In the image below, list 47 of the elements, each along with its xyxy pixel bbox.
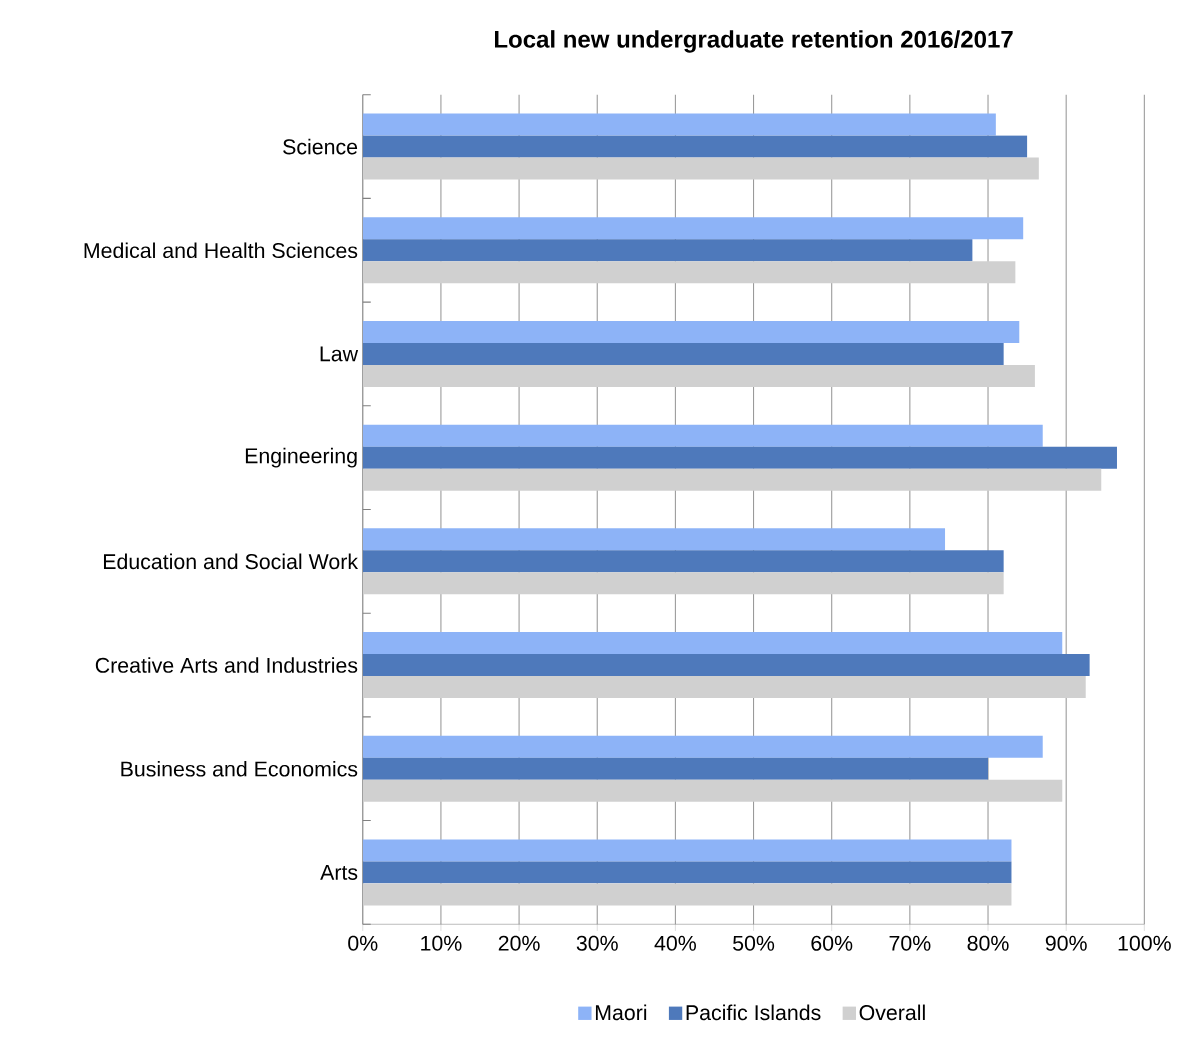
bar <box>362 861 1012 884</box>
bar <box>362 839 1012 862</box>
legend-label: Maori <box>595 1004 647 1021</box>
bar <box>362 157 1039 180</box>
x-tick-label: 40% <box>654 935 696 951</box>
bar <box>362 217 1024 240</box>
bar <box>362 676 1086 699</box>
x-tick-label: 20% <box>498 935 540 951</box>
x-tick-label: 70% <box>889 935 931 951</box>
y-tick-label: Law <box>320 346 359 362</box>
y-tick-label: Arts <box>320 865 358 880</box>
bar <box>362 550 1004 573</box>
legend-label: Pacific Islands <box>686 1004 821 1021</box>
bar <box>362 572 1004 595</box>
legend-label: Overall <box>859 1004 925 1021</box>
bar <box>362 735 1043 758</box>
y-tick-label: Education and Social Work <box>103 553 359 570</box>
x-tick-label: 80% <box>967 935 1009 951</box>
chart-title: Local new undergraduate retention 2016/2017 <box>495 30 1013 53</box>
bar <box>362 654 1090 677</box>
y-tick-label: Business and Economics <box>121 760 358 777</box>
bar <box>362 342 1004 365</box>
bar <box>362 883 1012 906</box>
x-tick-label: 100% <box>1118 935 1171 951</box>
bar <box>362 113 996 136</box>
x-tick-label: 50% <box>733 935 775 951</box>
x-tick-label: 90% <box>1045 935 1087 951</box>
y-tick-label: Medical and Health Sciences <box>84 242 358 259</box>
bar <box>362 632 1063 655</box>
bar <box>362 757 989 780</box>
bar <box>362 364 1035 387</box>
bar <box>362 424 1043 447</box>
x-tick-label: 30% <box>576 935 618 951</box>
x-tick-label: 0% <box>348 935 378 951</box>
bar <box>362 528 946 551</box>
bar <box>362 261 1016 284</box>
bar <box>362 320 1020 343</box>
bar <box>362 135 1028 158</box>
y-tick-label: Science <box>283 138 358 155</box>
bar <box>362 446 1117 469</box>
bar <box>362 779 1063 802</box>
bar <box>362 239 973 262</box>
y-tick-label: Creative Arts and Industries <box>95 657 358 673</box>
bar <box>362 468 1102 491</box>
y-tick-label: Engineering <box>245 447 357 468</box>
x-tick-label: 60% <box>811 935 853 951</box>
x-tick-label: 10% <box>421 935 462 951</box>
